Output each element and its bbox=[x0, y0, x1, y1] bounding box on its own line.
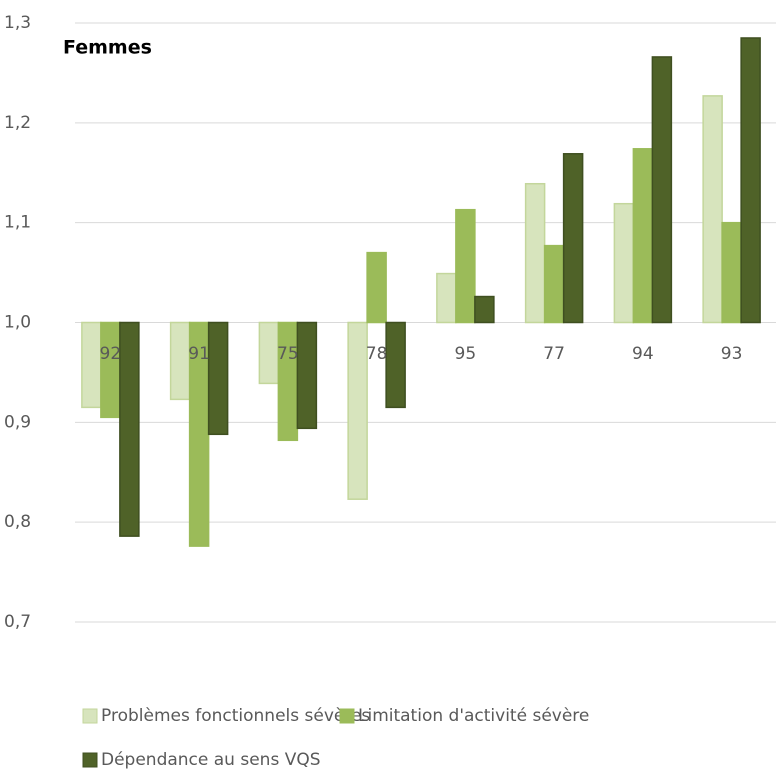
x-tick-label: 92 bbox=[100, 344, 122, 364]
bar bbox=[632, 148, 654, 324]
legend-label: Problèmes fonctionnels sévères bbox=[101, 706, 370, 726]
bar bbox=[81, 321, 102, 409]
bar bbox=[702, 95, 723, 324]
y-tick-label: 0,8 bbox=[4, 512, 31, 532]
bar bbox=[207, 321, 229, 436]
x-tick-label: 94 bbox=[632, 344, 654, 364]
x-tick-label: 75 bbox=[277, 344, 299, 364]
bar bbox=[347, 321, 368, 500]
y-tick-label: 0,7 bbox=[4, 612, 31, 632]
bar bbox=[436, 272, 457, 324]
x-tick-label: 78 bbox=[366, 344, 388, 364]
chart-title: Femmes bbox=[63, 37, 152, 59]
bar bbox=[721, 221, 742, 324]
bar bbox=[651, 56, 673, 324]
bar bbox=[366, 251, 387, 324]
bar bbox=[613, 202, 635, 324]
bar bbox=[119, 321, 140, 537]
legend-swatch bbox=[82, 752, 98, 768]
legend-swatch bbox=[339, 708, 355, 724]
bar bbox=[169, 321, 191, 401]
bar bbox=[543, 244, 565, 324]
bar bbox=[740, 37, 761, 324]
x-tick-label: 77 bbox=[543, 344, 565, 364]
y-tick-label: 1,1 bbox=[4, 213, 31, 233]
bar bbox=[385, 321, 406, 409]
x-tick-label: 95 bbox=[455, 344, 477, 364]
bar bbox=[562, 153, 584, 324]
y-tick-label: 1,2 bbox=[4, 113, 31, 133]
y-tick-label: 0,9 bbox=[4, 412, 31, 432]
bar bbox=[296, 321, 318, 430]
y-tick-label: 1,3 bbox=[4, 13, 31, 33]
legend-label: Dépendance au sens VQS bbox=[101, 750, 321, 769]
y-tick-label: 1,0 bbox=[4, 313, 31, 333]
x-tick-label: 91 bbox=[188, 344, 210, 364]
bar bbox=[277, 321, 299, 442]
legend-label: Limitation d'activité sévère bbox=[358, 706, 589, 726]
legend-swatch bbox=[82, 708, 98, 724]
bar bbox=[455, 208, 476, 324]
bar bbox=[100, 321, 121, 419]
bar bbox=[524, 182, 546, 324]
bar bbox=[258, 321, 280, 385]
bar bbox=[474, 295, 495, 324]
x-tick-label: 93 bbox=[721, 344, 743, 364]
